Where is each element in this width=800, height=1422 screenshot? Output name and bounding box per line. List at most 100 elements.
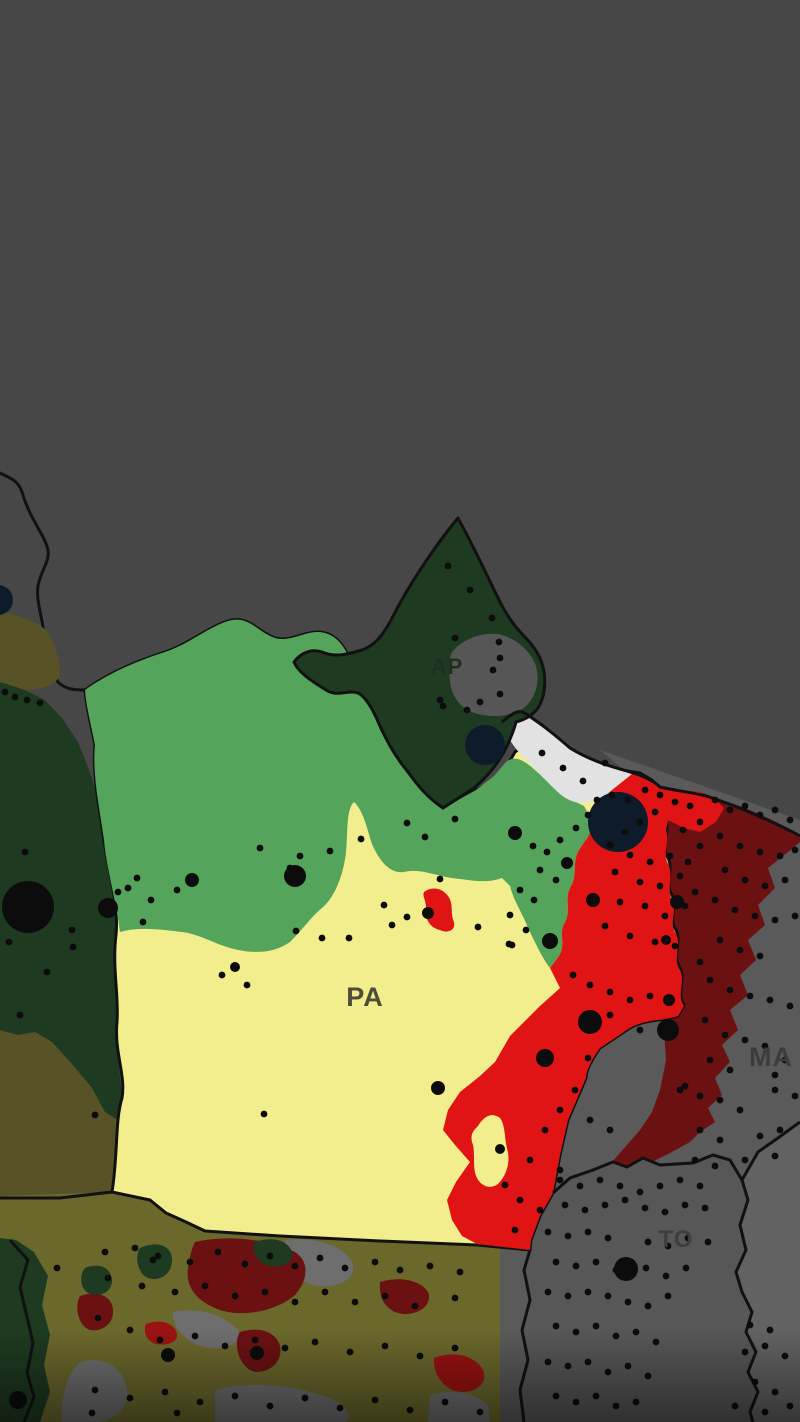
city-dot[interactable] — [651, 938, 659, 946]
region-amazonas-dark-green[interactable] — [0, 682, 122, 1120]
city-dot[interactable] — [231, 1292, 239, 1300]
city-dot-medium[interactable] — [614, 1257, 638, 1281]
city-dot[interactable] — [584, 1054, 592, 1062]
city-dot[interactable] — [731, 906, 739, 914]
city-dot[interactable] — [791, 846, 799, 854]
city-dot[interactable] — [561, 1201, 569, 1209]
city-dot[interactable] — [606, 988, 614, 996]
city-dot[interactable] — [761, 882, 769, 890]
city-dot[interactable] — [691, 888, 699, 896]
city-dot[interactable] — [91, 1111, 99, 1119]
city-dot[interactable] — [624, 1298, 632, 1306]
city-dot[interactable] — [68, 926, 76, 934]
city-dot[interactable] — [756, 952, 764, 960]
city-dot[interactable] — [766, 996, 774, 1004]
city-dot[interactable] — [684, 858, 692, 866]
city-dot[interactable] — [104, 1274, 112, 1282]
city-dot[interactable] — [138, 1282, 146, 1290]
city-dot[interactable] — [679, 826, 687, 834]
city-dot[interactable] — [439, 702, 447, 710]
city-dot[interactable] — [626, 851, 634, 859]
city-dot[interactable] — [451, 1294, 459, 1302]
city-dot[interactable] — [218, 971, 226, 979]
city-dot[interactable] — [16, 1011, 24, 1019]
city-dot[interactable] — [291, 1262, 299, 1270]
city-dot[interactable] — [556, 1176, 564, 1184]
city-dot[interactable] — [716, 832, 724, 840]
city-dot[interactable] — [751, 912, 759, 920]
city-dot[interactable] — [380, 901, 388, 909]
city-dot[interactable] — [593, 796, 601, 804]
city-dot[interactable] — [496, 690, 504, 698]
city-dot[interactable] — [296, 852, 304, 860]
city-dot[interactable] — [756, 811, 764, 819]
city-dot[interactable] — [341, 1264, 349, 1272]
city-dot[interactable] — [791, 1092, 799, 1100]
city-dot[interactable] — [516, 886, 524, 894]
city-dot[interactable] — [636, 1188, 644, 1196]
city-dot[interactable] — [592, 1322, 600, 1330]
city-dot[interactable] — [541, 1126, 549, 1134]
city-dot[interactable] — [786, 1002, 794, 1010]
city-dot[interactable] — [318, 934, 326, 942]
city-dot[interactable] — [606, 1126, 614, 1134]
metro-city-circle[interactable] — [465, 725, 505, 765]
city-dot[interactable] — [260, 1110, 268, 1118]
city-dot[interactable] — [651, 808, 659, 816]
city-dot[interactable] — [396, 1266, 404, 1274]
city-dot[interactable] — [756, 1132, 764, 1140]
city-dot[interactable] — [608, 791, 616, 799]
city-dot[interactable] — [571, 1086, 579, 1094]
city-dot-medium[interactable] — [185, 873, 199, 887]
city-dot[interactable] — [371, 1258, 379, 1266]
city-dot[interactable] — [21, 848, 29, 856]
city-dot[interactable] — [436, 696, 444, 704]
city-dot[interactable] — [662, 1272, 670, 1280]
city-dot[interactable] — [530, 896, 538, 904]
city-dot[interactable] — [321, 1288, 329, 1296]
city-dot-medium[interactable] — [536, 1049, 554, 1067]
city-dot[interactable] — [584, 811, 592, 819]
city-dot[interactable] — [701, 1204, 709, 1212]
city-dot[interactable] — [345, 934, 353, 942]
city-dot-medium[interactable] — [422, 907, 434, 919]
region-patch-green-1[interactable] — [81, 1265, 112, 1295]
city-dot[interactable] — [696, 1182, 704, 1190]
city-dot[interactable] — [681, 1201, 689, 1209]
city-dot[interactable] — [642, 1264, 650, 1272]
city-dot[interactable] — [133, 874, 141, 882]
city-dot[interactable] — [476, 698, 484, 706]
metro-city-circle[interactable] — [0, 585, 13, 615]
city-dot-medium[interactable] — [586, 893, 600, 907]
city-dot[interactable] — [316, 1254, 324, 1262]
city-dot[interactable] — [736, 1106, 744, 1114]
city-dot[interactable] — [581, 1206, 589, 1214]
city-dot-medium[interactable] — [661, 935, 671, 945]
city-dot[interactable] — [536, 866, 544, 874]
city-dot[interactable] — [506, 911, 514, 919]
city-dot[interactable] — [701, 1016, 709, 1024]
city-dot[interactable] — [644, 1302, 652, 1310]
city-dot[interactable] — [711, 796, 719, 804]
city-dot[interactable] — [572, 1262, 580, 1270]
city-dot[interactable] — [646, 992, 654, 1000]
city-dot[interactable] — [496, 654, 504, 662]
city-dot[interactable] — [716, 936, 724, 944]
city-dot[interactable] — [756, 848, 764, 856]
city-dot[interactable] — [676, 1176, 684, 1184]
city-dot-medium[interactable] — [495, 1144, 505, 1154]
city-dot[interactable] — [266, 1252, 274, 1260]
city-dot[interactable] — [451, 815, 459, 823]
city-dot[interactable] — [696, 1092, 704, 1100]
city-dot[interactable] — [596, 1176, 604, 1184]
city-dot[interactable] — [586, 981, 594, 989]
city-dot[interactable] — [214, 1248, 222, 1256]
city-dot[interactable] — [704, 1238, 712, 1246]
city-dot[interactable] — [576, 1182, 584, 1190]
city-dot[interactable] — [1, 688, 9, 696]
city-dot[interactable] — [684, 1234, 692, 1242]
city-dot[interactable] — [641, 786, 649, 794]
city-dot[interactable] — [626, 932, 634, 940]
city-dot[interactable] — [584, 1228, 592, 1236]
region-para-green[interactable] — [85, 619, 593, 968]
